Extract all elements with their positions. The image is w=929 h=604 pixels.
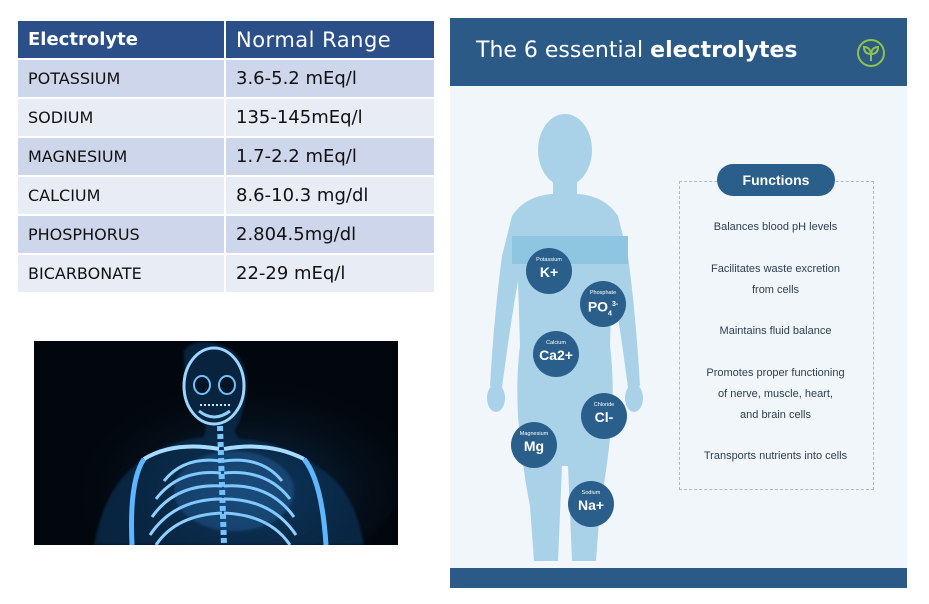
function-text: Maintains fluid balance — [719, 325, 832, 337]
infographic-title: The 6 essential electrolytes — [476, 38, 798, 63]
xray-skeleton-image — [34, 341, 398, 545]
function-item: Facilitates waste excretion from cells — [687, 259, 864, 301]
symbol-subscript: 4 — [608, 310, 612, 318]
electrolyte-label: Phosphate — [589, 290, 617, 296]
electrolyte-symbol: K+ — [539, 264, 559, 280]
function-item: Transports nutrients into cells — [687, 446, 864, 467]
electrolyte-name: PHOSPHORUS — [18, 214, 226, 254]
electrolyte-symbol: Mg — [523, 438, 545, 454]
electrolyte-symbol: PO4 3- — [580, 297, 626, 322]
electrolyte-bubble-magnesium: Magnesium Mg — [511, 422, 557, 468]
function-item: Maintains fluid balance — [687, 321, 864, 342]
function-text: Promotes proper functioning of nerve, mus… — [706, 367, 845, 421]
normal-range-value: 22-29 mEq/l — [225, 253, 434, 292]
function-item: Promotes proper functioning of nerve, mus… — [687, 363, 864, 426]
electrolyte-bubble-calcium: Calcium Ca2+ — [533, 331, 579, 377]
table-row: SODIUM 135-145mEq/l — [18, 97, 434, 137]
electrolyte-name: SODIUM — [18, 97, 226, 137]
infographic-header: The 6 essential electrolytes — [450, 18, 907, 86]
electrolyte-symbol: Na+ — [577, 497, 605, 513]
normal-range-value: 135-145mEq/l — [225, 97, 434, 137]
electrolyte-bubble-sodium: Sodium Na+ — [568, 481, 614, 527]
functions-label: Functions — [717, 164, 835, 196]
symbol-superscript: 3- — [611, 301, 619, 308]
function-text: Balances blood pH levels — [713, 221, 838, 233]
electrolyte-name: POTASSIUM — [18, 58, 226, 98]
infographic-footer — [450, 568, 907, 588]
electrolyte-range-table: Electrolyte Normal Range POTASSIUM 3.6-5… — [18, 21, 434, 292]
electrolyte-symbol: Cl- — [594, 409, 614, 425]
electrolyte-label: Calcium — [546, 340, 566, 346]
electrolyte-label: Chloride — [593, 402, 615, 408]
title-bold: electrolytes — [650, 38, 798, 63]
electrolyte-label: Sodium — [581, 490, 601, 496]
electrolytes-infographic: The 6 essential electrolytes Potassium K… — [450, 18, 907, 588]
normal-range-value: 3.6-5.2 mEq/l — [225, 58, 434, 98]
table-header-row: Electrolyte Normal Range — [18, 21, 434, 59]
function-item: Balances blood pH levels — [687, 217, 864, 238]
electrolyte-name: CALCIUM — [18, 175, 226, 215]
table-row: MAGNESIUM 1.7-2.2 mEq/l — [18, 136, 434, 176]
normal-range-value: 8.6-10.3 mg/dl — [225, 175, 434, 215]
electrolyte-bubble-phosphate: Phosphate PO4 3- — [580, 281, 626, 327]
column-header-normal-range: Normal Range — [225, 21, 434, 59]
normal-range-value: 1.7-2.2 mEq/l — [225, 136, 434, 176]
leaf-icon — [857, 39, 885, 67]
table-row: CALCIUM 8.6-10.3 mg/dl — [18, 175, 434, 215]
table-row: BICARBONATE 22-29 mEq/l — [18, 253, 434, 292]
function-text: Transports nutrients into cells — [703, 450, 848, 462]
electrolyte-name: MAGNESIUM — [18, 136, 226, 176]
electrolyte-symbol: Ca2+ — [539, 347, 573, 363]
electrolyte-name: BICARBONATE — [18, 253, 226, 292]
electrolyte-bubble-chloride: Chloride Cl- — [581, 393, 627, 439]
table-row: PHOSPHORUS 2.804.5mg/dl — [18, 214, 434, 254]
column-header-electrolyte: Electrolyte — [18, 21, 226, 59]
title-prefix: The 6 essential — [476, 38, 644, 63]
electrolyte-bubble-potassium: Potassium K+ — [526, 248, 572, 294]
function-text: Facilitates waste excretion from cells — [711, 263, 840, 296]
normal-range-value: 2.804.5mg/dl — [225, 214, 434, 254]
electrolyte-label: Potassium — [536, 257, 562, 263]
electrolyte-label: Magnesium — [519, 431, 549, 437]
symbol-base: PO — [587, 298, 609, 315]
table-row: POTASSIUM 3.6-5.2 mEq/l — [18, 58, 434, 98]
